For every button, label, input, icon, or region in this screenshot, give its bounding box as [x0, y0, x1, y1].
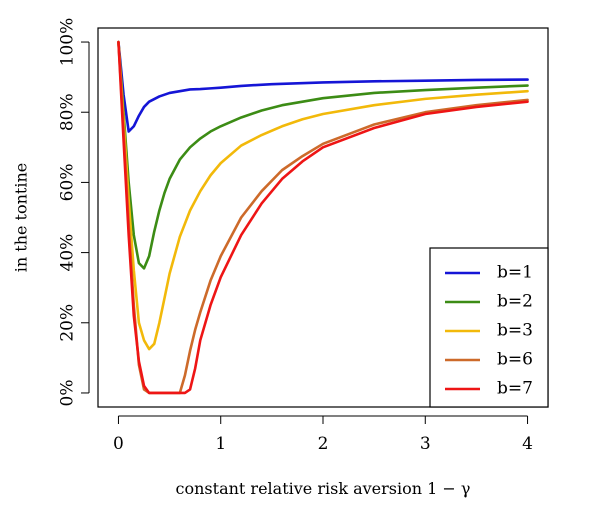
series-line-b7 — [117, 40, 529, 395]
axis-ticks: 0 1 2 3 40%20%40%60%80%100% — [58, 18, 533, 454]
legend-label: b=6 — [497, 350, 533, 370]
x-tick-label: 4 — [522, 434, 533, 454]
legend-label: b=2 — [497, 292, 533, 312]
y-axis-label: in the tontine — [12, 163, 31, 272]
plot-frame — [97, 27, 549, 408]
y-tick-label: 100% — [58, 18, 78, 67]
x-tick-label: 1 — [215, 434, 226, 454]
y-tick-label: 0% — [58, 379, 78, 406]
x-tick-label: 0 — [113, 434, 124, 454]
x-axis-label: constant relative risk aversion 1 − γ — [176, 479, 471, 498]
legend-label: b=7 — [497, 379, 533, 399]
series-line-b2 — [117, 40, 529, 270]
y-tick-label: 20% — [58, 304, 78, 342]
series-lines — [117, 40, 529, 395]
legend: b=1 b=2 b=3 b=6 b=7 — [429, 247, 549, 408]
y-tick-label: 60% — [58, 164, 78, 202]
legend-label: b=3 — [497, 321, 533, 341]
series-line-b1 — [117, 40, 529, 133]
x-tick-label: 3 — [420, 434, 431, 454]
x-tick-label: 2 — [318, 434, 329, 454]
legend-box — [429, 247, 549, 408]
series-line-b3 — [117, 40, 529, 351]
legend-label: b=1 — [497, 263, 533, 283]
y-tick-label: 40% — [58, 234, 78, 272]
y-tick-label: 80% — [58, 93, 78, 131]
